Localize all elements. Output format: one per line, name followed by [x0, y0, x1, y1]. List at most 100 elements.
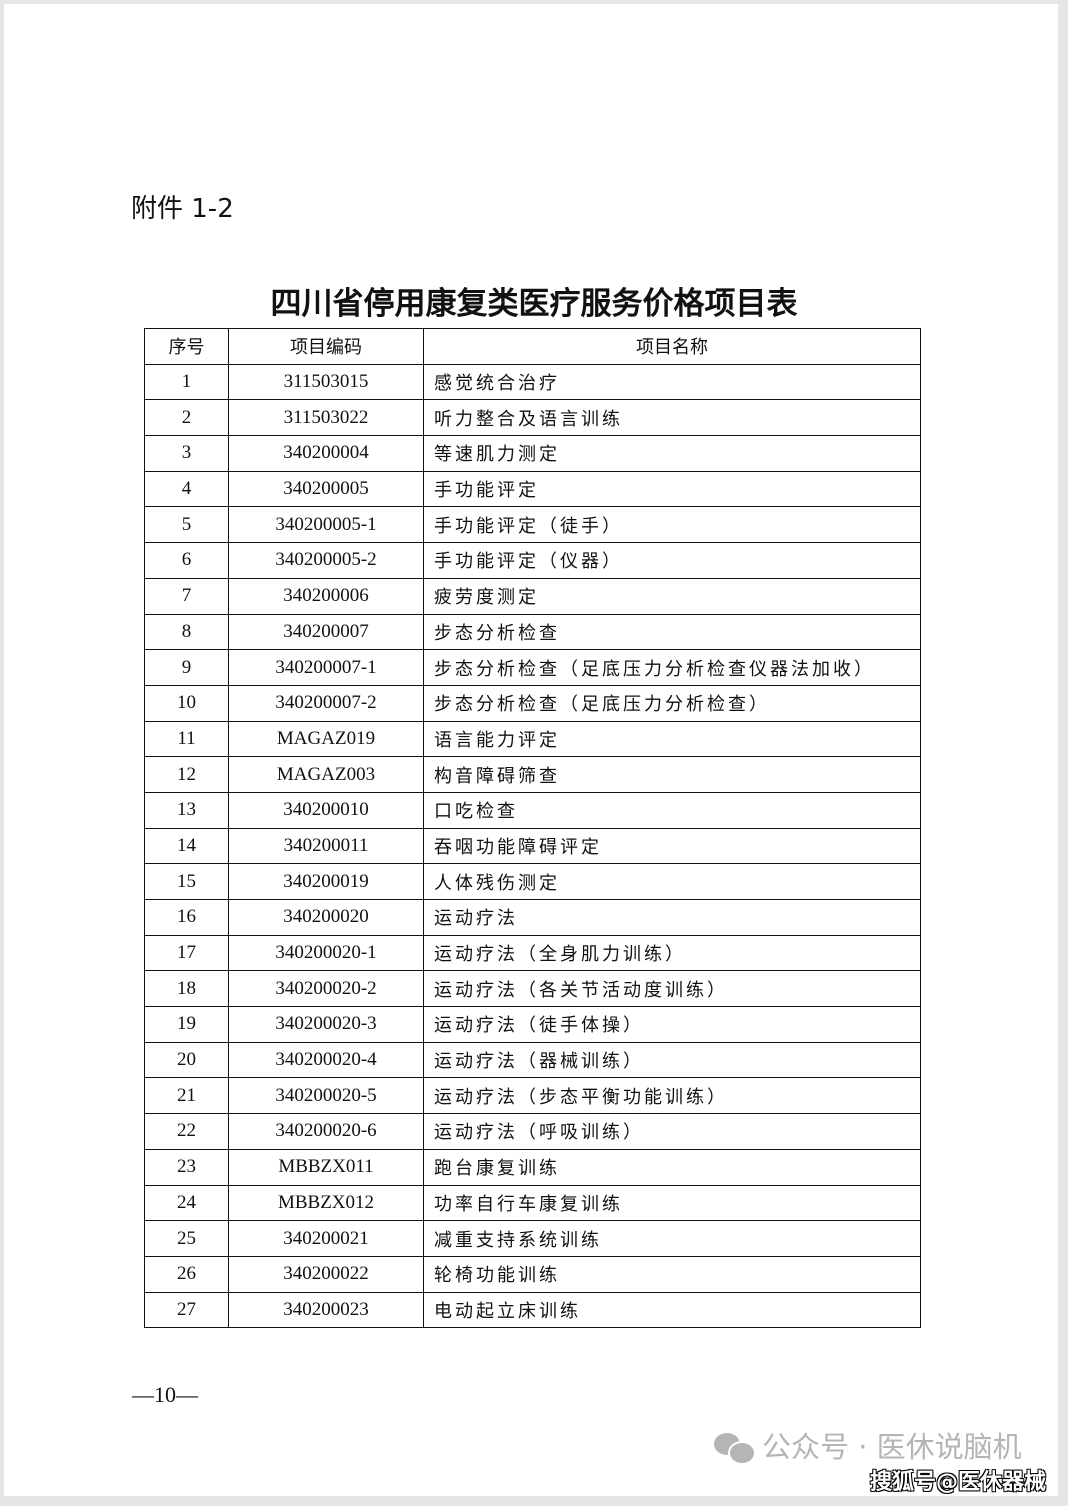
cell-name: 吞咽功能障碍评定: [423, 827, 921, 865]
cell-index: 11: [144, 720, 229, 758]
cell-index: 4: [144, 470, 229, 508]
cell-name: 运动疗法（器械训练）: [423, 1041, 921, 1079]
cell-name: 手功能评定（徒手）: [423, 506, 921, 544]
cell-index: 21: [144, 1077, 229, 1115]
table-row: 2 311503022 听力整合及语言训练: [144, 399, 921, 437]
cell-index: 9: [144, 649, 229, 686]
cell-name: 运动疗法（步态平衡功能训练）: [423, 1077, 921, 1115]
cell-code: MBBZX011: [228, 1148, 424, 1186]
cell-code: 340200004: [228, 435, 424, 472]
table-row: 20 340200020-4 运动疗法（器械训练）: [144, 1041, 921, 1079]
table-row: 19 340200020-3 运动疗法（徒手体操）: [144, 1006, 921, 1043]
cell-index: 12: [144, 756, 229, 793]
table-row: 12 MAGAZ003 构音障碍筛查: [144, 756, 921, 793]
document-title: 四川省停用康复类医疗服务价格项目表: [270, 286, 798, 322]
cell-index: 3: [144, 435, 229, 472]
table-row: 15 340200019 人体残伤测定: [144, 863, 921, 900]
cell-code: 340200020-6: [228, 1113, 424, 1150]
cell-name: 轮椅功能训练: [423, 1255, 921, 1293]
cell-index: 5: [144, 506, 229, 544]
cell-name: 运动疗法（徒手体操）: [423, 1006, 921, 1043]
table-row: 17 340200020-1 运动疗法（全身肌力训练）: [144, 934, 921, 972]
cell-code: 340200005: [228, 470, 424, 508]
cell-code: 340200020-3: [228, 1006, 424, 1043]
cell-code: 340200007-1: [228, 649, 424, 686]
table-row: 16 340200020 运动疗法: [144, 899, 921, 936]
table-row: 7 340200006 疲劳度测定: [144, 577, 921, 615]
cell-name: 运动疗法（全身肌力训练）: [423, 934, 921, 972]
cell-index: 19: [144, 1006, 229, 1043]
cell-name: 电动起立床训练: [423, 1291, 921, 1329]
table-row: 11 MAGAZ019 语言能力评定: [144, 720, 921, 758]
cell-index: 10: [144, 684, 229, 722]
table-row: 5 340200005-1 手功能评定（徒手）: [144, 506, 921, 544]
cell-code: 340200007-2: [228, 684, 424, 722]
cell-name: 人体残伤测定: [423, 863, 921, 900]
cell-name: 语言能力评定: [423, 720, 921, 758]
table-row: 21 340200020-5 运动疗法（步态平衡功能训练）: [144, 1077, 921, 1115]
cell-name: 步态分析检查: [423, 613, 921, 651]
cell-code: 340200005-1: [228, 506, 424, 544]
cell-code: 340200011: [228, 827, 424, 865]
cell-index: 8: [144, 613, 229, 651]
cell-name: 运动疗法（各关节活动度训练）: [423, 970, 921, 1008]
header-name: 项目名称: [423, 328, 921, 365]
cell-index: 23: [144, 1148, 229, 1186]
cell-name: 构音障碍筛查: [423, 756, 921, 793]
table-row: 26 340200022 轮椅功能训练: [144, 1255, 921, 1293]
cell-code: 340200005-2: [228, 542, 424, 579]
cell-name: 步态分析检查（足底压力分析检查仪器法加收）: [423, 649, 921, 686]
cell-code: 340200006: [228, 577, 424, 615]
table-row: 23 MBBZX011 跑台康复训练: [144, 1148, 921, 1186]
cell-index: 13: [144, 791, 229, 829]
cell-name: 听力整合及语言训练: [423, 399, 921, 437]
cell-name: 手功能评定（仪器）: [423, 542, 921, 579]
attachment-label: 附件 1-2: [131, 194, 234, 224]
cell-name: 运动疗法: [423, 899, 921, 936]
cell-index: 18: [144, 970, 229, 1008]
cell-index: 7: [144, 577, 229, 615]
cell-name: 运动疗法（呼吸训练）: [423, 1113, 921, 1150]
cell-index: 24: [144, 1184, 229, 1222]
cell-code: 340200010: [228, 791, 424, 829]
price-item-table: 序号 项目编码 项目名称 1 311503015 感觉统合治疗 2 311503022 听…: [144, 328, 921, 1329]
cell-code: 340200019: [228, 863, 424, 900]
cell-name: 步态分析检查（足底压力分析检查）: [423, 684, 921, 722]
cell-code: 340200022: [228, 1255, 424, 1293]
sohu-watermark: 搜狐号@医休器械: [870, 1470, 1047, 1495]
table-row: 22 340200020-6 运动疗法（呼吸训练）: [144, 1113, 921, 1150]
cell-name: 功率自行车康复训练: [423, 1184, 921, 1222]
table-row: 25 340200021 减重支持系统训练: [144, 1220, 921, 1257]
cell-index: 25: [144, 1220, 229, 1257]
header-code: 项目编码: [228, 328, 424, 365]
cell-index: 14: [144, 827, 229, 865]
table-row: 1 311503015 感觉统合治疗: [144, 363, 921, 401]
cell-index: 15: [144, 863, 229, 900]
page-number: —10—: [132, 1382, 198, 1407]
cell-code: 311503015: [228, 363, 424, 401]
cell-index: 16: [144, 899, 229, 936]
table-row: 3 340200004 等速肌力测定: [144, 435, 921, 472]
cell-name: 疲劳度测定: [423, 577, 921, 615]
cell-code: 340200023: [228, 1291, 424, 1329]
cell-code: 340200020-4: [228, 1041, 424, 1079]
table-row: 9 340200007-1 步态分析检查（足底压力分析检查仪器法加收）: [144, 649, 921, 686]
table-row: 13 340200010 口吃检查: [144, 791, 921, 829]
cell-code: 340200020-1: [228, 934, 424, 972]
cell-code: MBBZX012: [228, 1184, 424, 1222]
cell-code: 340200007: [228, 613, 424, 651]
cell-code: 340200020-5: [228, 1077, 424, 1115]
cell-code: MAGAZ003: [228, 756, 424, 793]
table-row: 4 340200005 手功能评定: [144, 470, 921, 508]
cell-index: 1: [144, 363, 229, 401]
table-row: 18 340200020-2 运动疗法（各关节活动度训练）: [144, 970, 921, 1008]
cell-name: 感觉统合治疗: [423, 363, 921, 401]
header-index: 序号: [144, 328, 229, 365]
cell-name: 跑台康复训练: [423, 1148, 921, 1186]
cell-code: 340200021: [228, 1220, 424, 1257]
cell-name: 手功能评定: [423, 470, 921, 508]
table-row: 24 MBBZX012 功率自行车康复训练: [144, 1184, 921, 1222]
cell-index: 22: [144, 1113, 229, 1150]
cell-name: 等速肌力测定: [423, 435, 921, 472]
table-row: 27 340200023 电动起立床训练: [144, 1291, 921, 1329]
